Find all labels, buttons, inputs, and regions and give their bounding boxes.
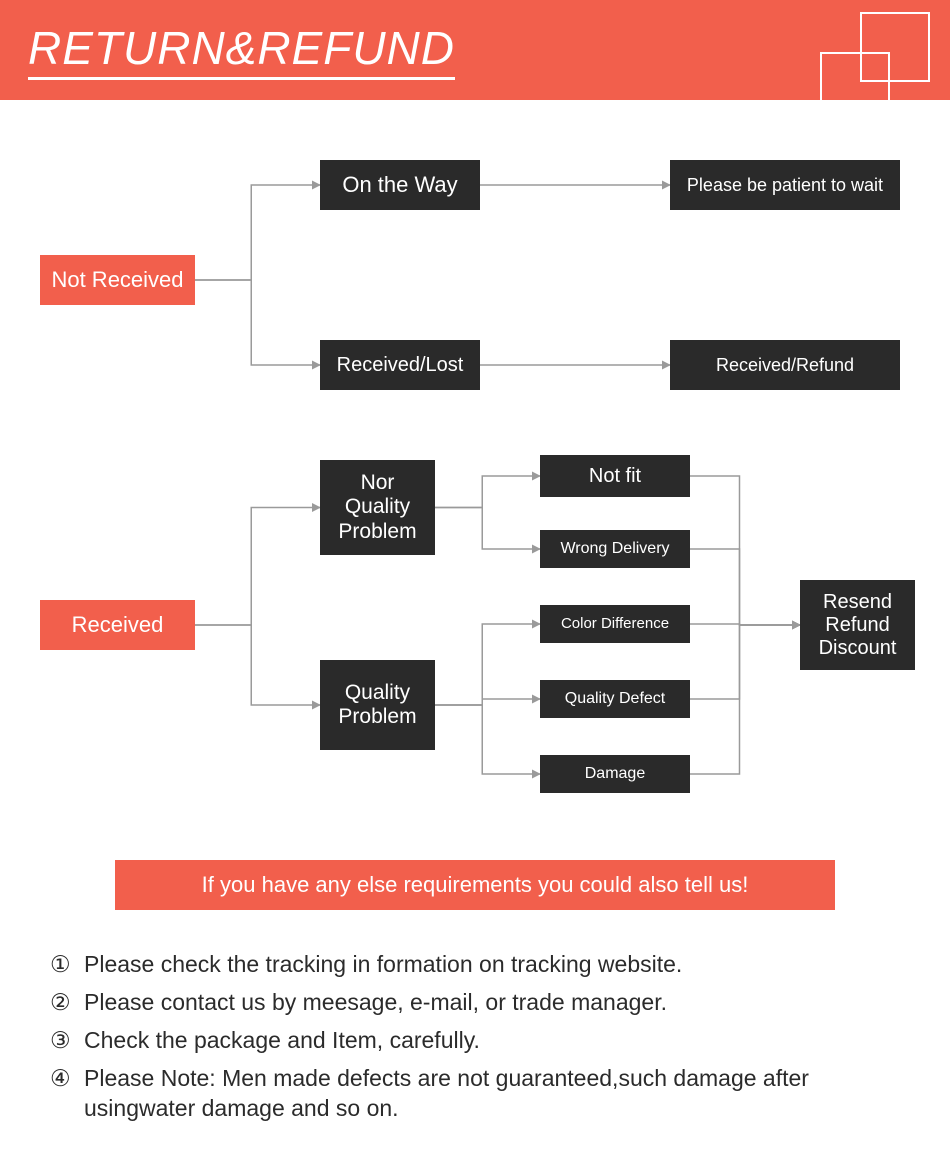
note-text: Check the package and Item, carefully. (84, 1026, 480, 1056)
edge-received-quality (195, 625, 320, 705)
edge-nor_quality-not_fit (435, 476, 540, 508)
node-not-fit: Not fit (540, 455, 690, 497)
page-title: RETURN&REFUND (28, 21, 455, 80)
edge-not_received-on_the_way (195, 185, 320, 280)
note-text: Please Note: Men made defects are not gu… (84, 1064, 900, 1124)
edge-qual_defect-resend (690, 625, 800, 699)
edge-nor_quality-wrong_del (435, 508, 540, 550)
node-qual-defect: Quality Defect (540, 680, 690, 718)
node-on-the-way: On the Way (320, 160, 480, 210)
note-number: ① (50, 950, 84, 980)
edge-quality-qual_defect (435, 699, 540, 705)
note-item: ③Check the package and Item, carefully. (50, 1026, 900, 1056)
node-received-lost: Received/Lost (320, 340, 480, 390)
node-damage: Damage (540, 755, 690, 793)
note-text: Please contact us by meesage, e-mail, or… (84, 988, 667, 1018)
node-resend: Resend Refund Discount (800, 580, 915, 670)
edge-wrong_del-resend (690, 549, 800, 625)
node-recv-refund: Received/Refund (670, 340, 900, 390)
note-item: ②Please contact us by meesage, e-mail, o… (50, 988, 900, 1018)
note-item: ④Please Note: Men made defects are not g… (50, 1064, 900, 1124)
node-nor-quality: Nor Quality Problem (320, 460, 435, 555)
note-number: ③ (50, 1026, 84, 1056)
edge-quality-damage (435, 705, 540, 774)
node-wrong-del: Wrong Delivery (540, 530, 690, 568)
note-number: ④ (50, 1064, 84, 1124)
notes-list: ①Please check the tracking in formation … (0, 950, 950, 1171)
flowchart-wires (0, 100, 950, 860)
edge-not_fit-resend (690, 476, 800, 625)
edge-quality-color_diff (435, 624, 540, 705)
node-patient: Please be patient to wait (670, 160, 900, 210)
info-banner: If you have any else requirements you co… (115, 860, 835, 910)
edge-received-nor_quality (195, 508, 320, 626)
node-not-received: Not Received (40, 255, 195, 305)
node-quality: Quality Problem (320, 660, 435, 750)
node-color-diff: Color Difference (540, 605, 690, 643)
edge-damage-resend (690, 625, 800, 774)
flowchart-canvas: Not Received On the Way Received/Lost Pleas… (0, 100, 950, 860)
header: RETURN&REFUND (0, 0, 950, 100)
node-received: Received (40, 600, 195, 650)
edge-color_diff-resend (690, 624, 800, 625)
edge-not_received-received_lost (195, 280, 320, 365)
note-item: ①Please check the tracking in formation … (50, 950, 900, 980)
note-text: Please check the tracking in formation o… (84, 950, 682, 980)
note-number: ② (50, 988, 84, 1018)
